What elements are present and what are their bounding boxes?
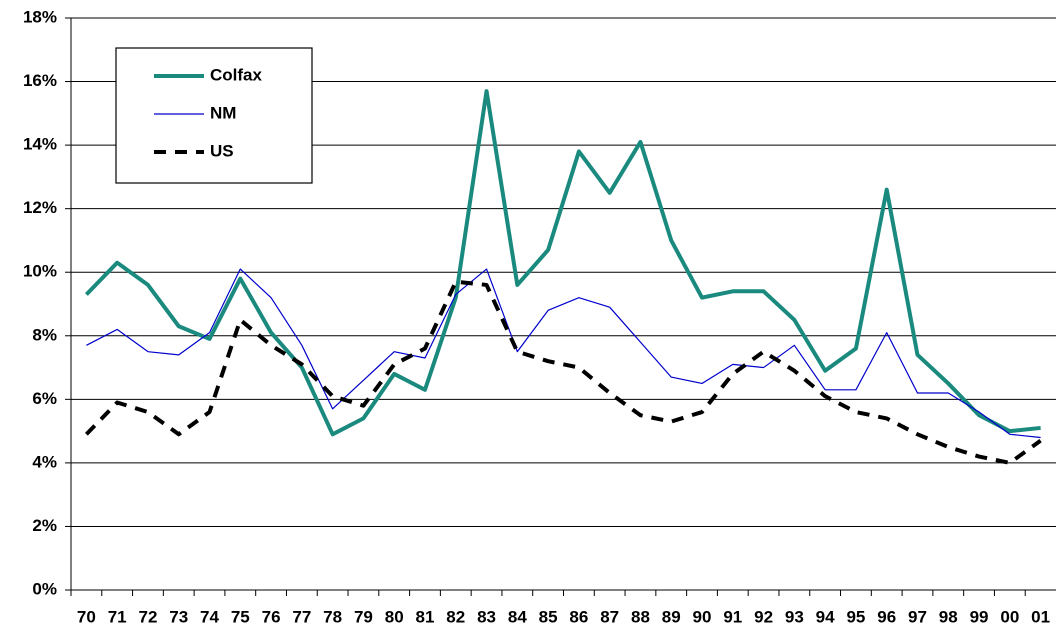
y-tick-label: 8% xyxy=(32,325,57,344)
x-tick-label: 79 xyxy=(354,607,373,626)
x-tick-label: 01 xyxy=(1031,607,1050,626)
x-tick-label: 73 xyxy=(169,607,188,626)
x-tick-label: 96 xyxy=(877,607,896,626)
y-tick-label: 2% xyxy=(32,516,57,535)
x-tick-label: 84 xyxy=(508,607,527,626)
x-tick-label: 80 xyxy=(385,607,404,626)
legend-label: US xyxy=(210,141,234,160)
x-tick-label: 94 xyxy=(816,607,835,626)
x-tick-label: 82 xyxy=(446,607,465,626)
y-tick-label: 0% xyxy=(32,579,57,598)
x-tick-label: 86 xyxy=(569,607,588,626)
y-tick-label: 12% xyxy=(23,198,57,217)
x-tick-label: 99 xyxy=(970,607,989,626)
x-tick-label: 85 xyxy=(539,607,558,626)
x-tick-label: 90 xyxy=(693,607,712,626)
x-tick-label: 71 xyxy=(108,607,127,626)
x-tick-label: 70 xyxy=(77,607,96,626)
x-tick-label: 95 xyxy=(846,607,865,626)
series-line xyxy=(84,279,1042,465)
x-tick-label: 00 xyxy=(1000,607,1019,626)
x-tick-label: 78 xyxy=(323,607,342,626)
y-tick-label: 16% xyxy=(23,71,57,90)
x-tick-label: 72 xyxy=(138,607,157,626)
x-tick-label: 75 xyxy=(231,607,250,626)
x-tick-label: 91 xyxy=(723,607,742,626)
y-tick-label: 10% xyxy=(23,262,57,281)
x-tick-label: 89 xyxy=(662,607,681,626)
x-tick-label: 87 xyxy=(600,607,619,626)
y-tick-label: 4% xyxy=(32,452,57,471)
x-tick-label: 83 xyxy=(477,607,496,626)
y-tick-label: 14% xyxy=(23,135,57,154)
x-tick-label: 93 xyxy=(785,607,804,626)
x-tick-label: 76 xyxy=(262,607,281,626)
x-tick-label: 98 xyxy=(939,607,958,626)
legend-label: NM xyxy=(210,103,236,122)
x-tick-label: 88 xyxy=(631,607,650,626)
x-tick-label: 77 xyxy=(292,607,311,626)
x-tick-label: 81 xyxy=(416,607,435,626)
series-line xyxy=(84,89,1041,437)
x-tick-label: 92 xyxy=(754,607,773,626)
x-tick-label: 97 xyxy=(908,607,927,626)
y-tick-label: 18% xyxy=(23,7,57,26)
series-line xyxy=(86,268,1041,439)
y-tick-label: 6% xyxy=(32,389,57,408)
legend xyxy=(115,47,313,184)
x-tick-label: 74 xyxy=(200,607,219,626)
legend-label: Colfax xyxy=(210,65,263,84)
